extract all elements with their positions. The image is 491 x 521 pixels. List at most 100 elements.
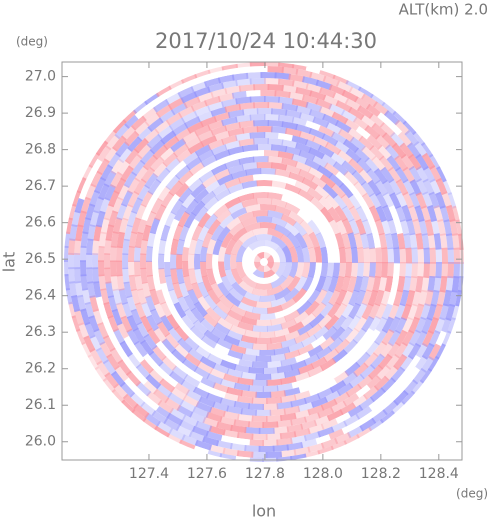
texture-cell — [295, 123, 312, 134]
texture-cell — [320, 437, 339, 449]
texture-cell — [183, 231, 194, 248]
texture-cell — [307, 219, 321, 236]
texture-cell — [347, 315, 361, 332]
texture-cell — [194, 206, 209, 222]
texture-cell — [175, 253, 183, 270]
texture-cell — [326, 247, 335, 263]
texture-cell — [429, 262, 436, 279]
y-tick-label: 27.0 — [25, 69, 56, 85]
texture-cell — [133, 178, 147, 196]
texture-cell — [325, 194, 340, 210]
texture-cell — [262, 367, 279, 375]
texture-cell — [120, 165, 134, 182]
texture-cell — [334, 232, 345, 249]
texture-cell — [301, 262, 311, 279]
texture-cell — [295, 87, 313, 97]
texture-cell — [281, 194, 298, 206]
texture-cell — [180, 91, 198, 104]
texture-cell — [334, 276, 345, 293]
texture-cell — [353, 362, 369, 378]
texture-cell — [152, 144, 169, 160]
texture-cell — [370, 92, 387, 107]
texture-cell — [139, 253, 147, 270]
texture-cell — [193, 366, 211, 380]
texture-cell — [131, 217, 142, 235]
texture-cell — [187, 121, 204, 134]
texture-cell — [280, 298, 297, 311]
texture-cell — [369, 247, 377, 264]
texture-cell — [228, 221, 245, 237]
texture-cell — [84, 301, 95, 319]
texture-cell — [75, 224, 84, 242]
texture-cell — [225, 216, 242, 231]
texture-cell — [271, 180, 288, 190]
texture-cell — [381, 219, 391, 236]
texture-cell — [237, 358, 254, 368]
texture-cell — [98, 308, 110, 326]
texture-cell — [297, 343, 314, 356]
texture-cell — [427, 233, 436, 250]
texture-cell — [354, 384, 371, 399]
texture-cell — [194, 144, 212, 157]
texture-cell — [334, 119, 352, 134]
texture-cell — [110, 245, 117, 262]
y-tick-label: 26.8 — [25, 142, 56, 158]
texture-cell — [308, 231, 320, 249]
texture-cell — [428, 191, 440, 209]
texture-cell — [210, 348, 227, 361]
texture-cell — [288, 73, 306, 83]
texture-cell — [102, 359, 117, 376]
texture-cell — [233, 364, 251, 373]
texture-cell — [297, 188, 315, 202]
texture-cell — [361, 315, 375, 333]
texture-cell — [166, 314, 180, 331]
texture-cell — [203, 62, 221, 69]
texture-cell — [288, 171, 306, 183]
texture-cell — [382, 179, 396, 197]
texture-cell — [408, 153, 422, 171]
texture-cell — [393, 247, 401, 264]
texture-cell — [82, 288, 91, 305]
texture-cell — [98, 274, 107, 291]
texture-cell — [267, 84, 284, 92]
texture-cell — [341, 371, 358, 386]
texture-cell — [205, 411, 223, 423]
texture-cell — [262, 457, 279, 462]
texture-cell — [307, 385, 325, 397]
texture-cell — [170, 102, 188, 116]
texture-cell — [284, 349, 301, 360]
texture-cell — [101, 377, 116, 395]
texture-cell — [210, 125, 228, 136]
texture-cell — [189, 411, 207, 424]
texture-cell — [302, 232, 314, 249]
texture-cell — [251, 433, 268, 441]
texture-cell — [430, 218, 440, 236]
texture-cell — [357, 340, 373, 357]
texture-cell — [379, 342, 394, 359]
texture-cell — [209, 368, 227, 380]
texture-cell — [102, 335, 116, 352]
texture-cell — [196, 73, 214, 84]
texture-cell — [280, 357, 297, 367]
texture-cell — [407, 355, 421, 372]
texture-cell — [128, 231, 138, 248]
texture-cell — [152, 274, 162, 291]
texture-cell — [137, 288, 147, 305]
texture-cell — [409, 276, 418, 293]
texture-cell — [368, 418, 386, 433]
texture-cell — [281, 157, 298, 168]
texture-cell — [361, 303, 374, 320]
texture-cell — [116, 203, 128, 221]
texture-cell — [156, 383, 173, 398]
texture-cell — [92, 267, 100, 284]
texture-cell — [230, 207, 248, 220]
texture-cell — [353, 276, 363, 293]
texture-cell — [246, 72, 263, 79]
texture-cell — [145, 295, 156, 312]
texture-cell — [358, 135, 375, 151]
texture-cell — [248, 366, 264, 375]
texture-cell — [414, 342, 428, 360]
texture-cell — [221, 153, 238, 165]
texture-cell — [279, 431, 297, 440]
y-tick-label: 26.6 — [25, 215, 56, 231]
